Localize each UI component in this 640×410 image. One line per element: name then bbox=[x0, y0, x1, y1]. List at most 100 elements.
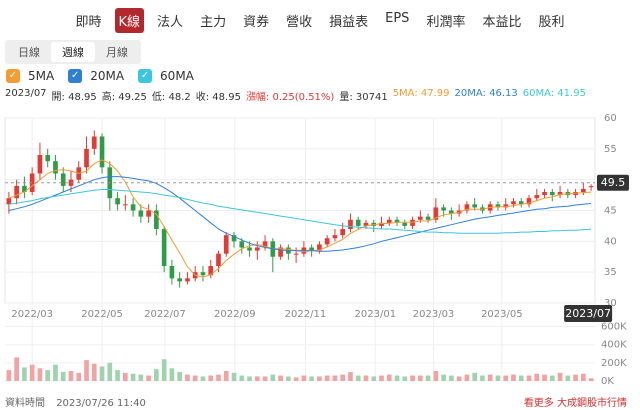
tab[interactable]: 法人 bbox=[157, 15, 184, 30]
tab[interactable]: 損益表 bbox=[329, 15, 369, 30]
tab[interactable]: 即時 bbox=[75, 15, 102, 30]
volume-bar bbox=[146, 375, 151, 381]
volume-bar bbox=[154, 369, 159, 381]
x-tick-label: 2022/03 bbox=[11, 309, 53, 320]
volume-bar bbox=[480, 375, 485, 381]
volume-bar bbox=[6, 370, 12, 381]
y-tick-label: 35 bbox=[604, 267, 617, 278]
volume-bar bbox=[340, 374, 346, 381]
info-item: 2023/07 bbox=[5, 88, 47, 99]
tab[interactable]: 資券 bbox=[243, 15, 270, 30]
volume-bar bbox=[433, 371, 439, 381]
candle-body bbox=[99, 136, 105, 168]
candle-body bbox=[60, 173, 66, 186]
tab[interactable]: EPS bbox=[385, 11, 410, 26]
period-button[interactable]: 日線 bbox=[18, 46, 40, 59]
candle-body bbox=[231, 235, 237, 242]
candle-body bbox=[441, 207, 446, 211]
volume-bar bbox=[14, 357, 19, 381]
y-tick-label: 55 bbox=[604, 144, 617, 155]
volume-bar bbox=[487, 374, 493, 381]
candle-body bbox=[177, 278, 182, 282]
tab[interactable]: K線 bbox=[114, 8, 145, 33]
volume-bar bbox=[518, 375, 524, 381]
candle-body bbox=[534, 195, 540, 199]
x-tick-label: 2022/09 bbox=[214, 309, 256, 320]
last-price-label: 49.5 bbox=[601, 176, 626, 189]
x-tick-label: 2022/05 bbox=[81, 309, 123, 320]
period-button[interactable]: 週線 bbox=[51, 42, 95, 62]
candle-body bbox=[200, 272, 206, 276]
ma-line bbox=[8, 189, 592, 234]
volume-bar bbox=[526, 375, 532, 381]
volume-bar bbox=[53, 364, 58, 381]
legend-item[interactable]: ✓ 5MA bbox=[6, 69, 54, 83]
volume-bar bbox=[456, 376, 462, 381]
candle-body bbox=[425, 216, 431, 220]
tab[interactable]: 本益比 bbox=[482, 15, 522, 30]
x-tick-label: 2022/07 bbox=[144, 309, 186, 320]
volume-bar bbox=[573, 374, 578, 381]
candle-body bbox=[130, 204, 136, 211]
volume-bar bbox=[138, 374, 144, 381]
legend-checkbox[interactable]: ✓ bbox=[6, 69, 20, 83]
candle-body bbox=[254, 247, 260, 251]
volume-bar bbox=[425, 375, 431, 381]
volume-bar bbox=[379, 375, 384, 381]
candle-body bbox=[53, 161, 58, 174]
volume-bar bbox=[254, 376, 260, 381]
volume-bar bbox=[177, 371, 182, 381]
volume-bar bbox=[293, 377, 299, 381]
volume-bar bbox=[355, 375, 361, 381]
tab[interactable]: 營收 bbox=[286, 15, 313, 30]
candle-body bbox=[557, 192, 563, 196]
candle-body bbox=[138, 210, 144, 217]
volume-bar bbox=[200, 376, 206, 381]
volume-bar bbox=[588, 378, 594, 381]
legend-checkbox[interactable]: ✓ bbox=[138, 69, 153, 83]
x-tick-label: 2023/03 bbox=[413, 309, 455, 320]
x-tick-label: 2023/01 bbox=[355, 309, 397, 320]
info-item: 60MA: 41.95 bbox=[522, 88, 586, 99]
candle-body bbox=[588, 186, 594, 188]
tab[interactable]: 主力 bbox=[200, 15, 227, 30]
period-button[interactable]: 月線 bbox=[106, 46, 128, 59]
candle-body bbox=[29, 173, 35, 192]
legend-item[interactable]: ✓ 60MA bbox=[138, 69, 194, 83]
volume-bar bbox=[192, 375, 198, 381]
legend-checkbox[interactable]: ✓ bbox=[68, 69, 83, 83]
volume-bar bbox=[371, 376, 377, 381]
candle-body bbox=[216, 253, 221, 266]
info-item: 漲幅: 0.25(0.51%) bbox=[245, 92, 335, 103]
volume-bar bbox=[503, 375, 509, 381]
info-item: 收: 48.95 bbox=[195, 92, 241, 103]
cursor-badge bbox=[564, 305, 613, 322]
candle-body bbox=[449, 210, 454, 214]
footer-label: 資料時間 bbox=[5, 398, 45, 409]
volume-bar bbox=[247, 376, 252, 381]
candle-body bbox=[68, 179, 74, 186]
candle-body bbox=[418, 216, 423, 220]
info-item: 5MA: 47.99 bbox=[392, 88, 450, 99]
legend-item[interactable]: ✓ 20MA bbox=[68, 69, 124, 83]
volume-bar bbox=[495, 375, 501, 381]
more-link[interactable]: 看更多 大成鋼股市行情 bbox=[523, 398, 627, 409]
candle-body bbox=[379, 222, 384, 226]
volume-bar bbox=[29, 364, 35, 381]
candle-body bbox=[495, 204, 501, 208]
info-item: 開: 48.95 bbox=[51, 92, 97, 103]
volume-bar bbox=[22, 367, 27, 381]
candle-body bbox=[293, 253, 299, 255]
volume-bar bbox=[84, 360, 89, 381]
volume-bar bbox=[332, 375, 338, 381]
volume-bar bbox=[37, 368, 43, 381]
volume-bar bbox=[386, 374, 392, 381]
tab[interactable]: 股利 bbox=[538, 15, 565, 30]
tab[interactable]: 利潤率 bbox=[426, 15, 466, 30]
volume-tick-label: 400K bbox=[601, 340, 627, 351]
candle-body bbox=[340, 229, 346, 236]
info-item: 量: 30741 bbox=[339, 92, 388, 103]
x-tick-label: 2022/11 bbox=[285, 309, 327, 320]
candle-body bbox=[410, 219, 415, 226]
